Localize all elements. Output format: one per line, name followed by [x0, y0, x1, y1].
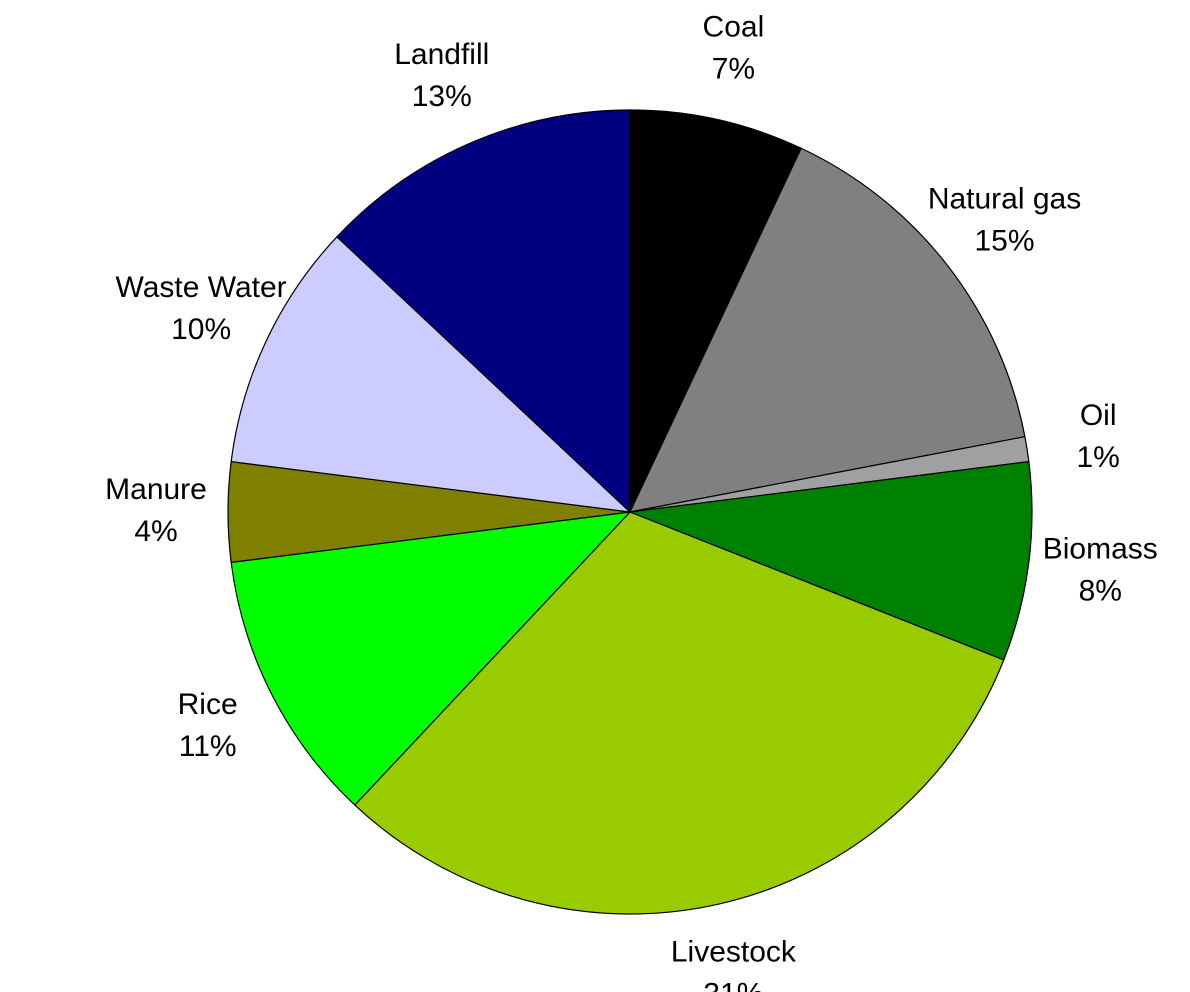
slice-label: Livestock: [671, 936, 797, 969]
pie-slice: [629, 109, 802, 513]
slice-value-label: 15%: [975, 224, 1035, 257]
pie-slice: [628, 147, 1026, 513]
slice-label: Biomass: [1043, 532, 1158, 565]
slice-label: Landfill: [394, 38, 489, 71]
slice-value-label: 31%: [703, 978, 763, 992]
slice-label: Waste Water: [116, 271, 287, 304]
slice-label: Rice: [178, 688, 238, 721]
slice-value-label: 7%: [712, 52, 755, 85]
slice-value-label: 13%: [412, 80, 472, 113]
slice-label: Natural gas: [928, 182, 1081, 215]
pie-slice: [230, 511, 632, 806]
slice-value-label: 10%: [171, 313, 231, 346]
slice-label: Oil: [1080, 399, 1117, 432]
pie-slice: [230, 235, 632, 513]
slice-label: Manure: [105, 473, 207, 506]
pie-slice: [353, 511, 1005, 915]
pie-slice: [336, 109, 631, 514]
slice-label: Coal: [703, 10, 765, 43]
pie-slice: [629, 460, 1033, 661]
slice-value-label: 8%: [1079, 574, 1122, 607]
slice-value-label: 1%: [1076, 441, 1119, 474]
slice-value-label: 4%: [134, 515, 177, 548]
slice-value-label: 11%: [179, 730, 237, 763]
